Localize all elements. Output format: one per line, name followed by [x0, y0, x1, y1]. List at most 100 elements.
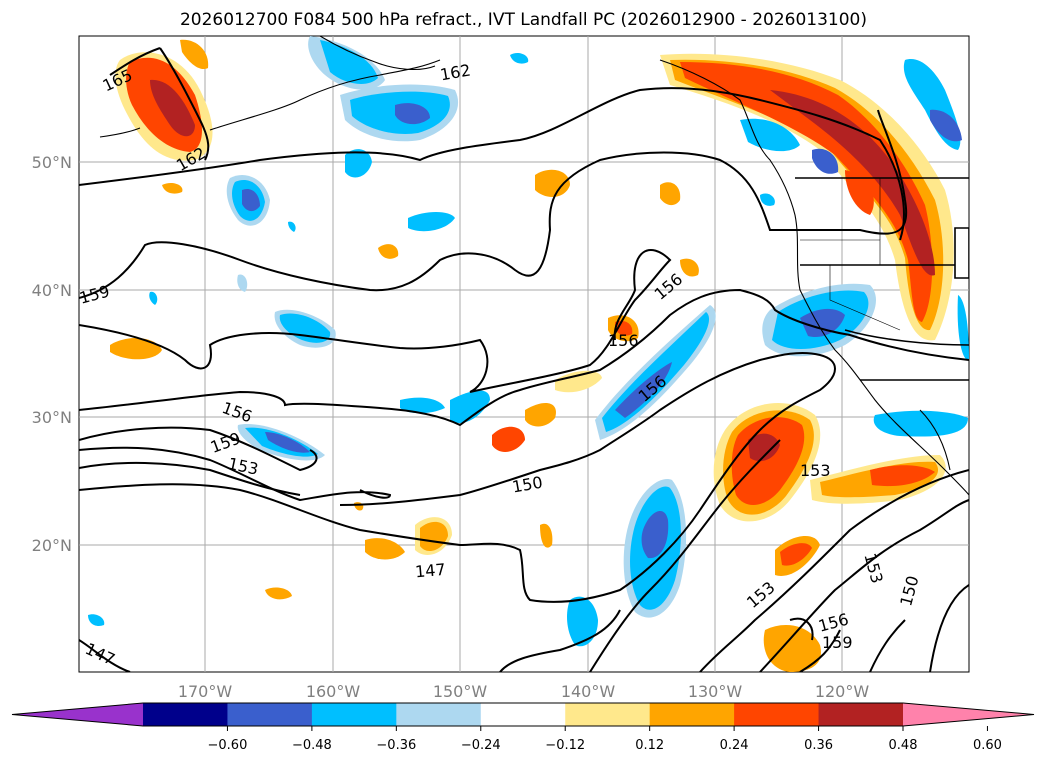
colorbar-tick-label: 0.48 — [889, 738, 918, 753]
negative-anomaly-region — [400, 397, 445, 414]
colorbar-segment — [649, 703, 735, 726]
negative-anomaly-region — [567, 596, 598, 647]
colorbar-ticks: −0.60 −0.48 −0.36 −0.24 −0.12 0.12 0.24 0.36 0.4… — [208, 726, 1002, 753]
contour-line — [589, 439, 781, 672]
negative-anomaly-region — [88, 614, 105, 626]
positive-anomaly-region — [150, 79, 195, 137]
contour-line — [79, 426, 318, 472]
positive-anomaly-region — [110, 338, 162, 360]
contour-line — [79, 109, 908, 299]
negative-anomaly-region — [242, 188, 260, 212]
negative-anomaly-region — [930, 109, 962, 142]
contour-line — [109, 47, 161, 76]
negative-anomaly-region — [812, 148, 839, 174]
positive-anomaly-region — [748, 433, 780, 462]
contour-label: 153 — [800, 461, 831, 480]
lat-label: 50°N — [32, 153, 72, 172]
contour-line — [159, 47, 210, 161]
negative-anomaly-region — [408, 212, 455, 232]
lon-label: 120°W — [815, 682, 870, 701]
colorbar-tick-label: −0.60 — [208, 738, 248, 753]
contour-line — [79, 249, 672, 393]
contour-line — [79, 87, 905, 241]
contour-label: 159 — [822, 633, 853, 652]
positive-anomaly-region — [660, 182, 681, 206]
colorbar-tick-label: −0.12 — [545, 738, 585, 753]
positive-anomaly-region — [525, 403, 556, 427]
positive-anomaly-region — [265, 587, 292, 600]
colorbar-tick-label: 0.36 — [804, 738, 833, 753]
positive-anomaly-region — [680, 258, 699, 277]
negative-anomaly-region — [641, 510, 669, 559]
political-borders — [795, 177, 969, 381]
positive-anomaly-region — [180, 39, 209, 70]
positive-anomaly-region — [162, 182, 183, 194]
negative-anomaly-region — [149, 291, 158, 305]
state-borders — [800, 178, 901, 331]
colorbar-segment — [818, 703, 904, 726]
negative-anomaly-region — [345, 149, 372, 178]
chart-title: 2026012700 F084 500 hPa refract., IVT La… — [179, 10, 867, 30]
contour-line — [79, 639, 131, 672]
positive-anomaly-region — [780, 543, 812, 566]
latitude-labels: 50°N 40°N 30°N 20°N — [32, 153, 72, 555]
colorbar-tick-label: −0.36 — [376, 738, 416, 753]
contour-label: 147 — [414, 560, 446, 582]
longitude-labels: 170°W 160°W 150°W 140°W 130°W 120°W — [178, 682, 870, 701]
negative-anomaly-region — [450, 390, 490, 424]
refractivity-anomaly-fill — [88, 36, 969, 672]
contour-line — [79, 446, 392, 502]
positive-anomaly-region — [535, 169, 570, 197]
lon-label: 130°W — [688, 682, 743, 701]
positive-anomaly-region — [540, 523, 553, 548]
colorbar-segment — [480, 703, 566, 726]
negative-anomaly-region — [265, 432, 310, 453]
contour-line — [869, 619, 906, 672]
positive-anomaly-region — [492, 426, 525, 452]
contour-line — [499, 609, 621, 672]
coastlines — [99, 36, 969, 496]
positive-anomaly-region — [365, 538, 405, 560]
negative-anomaly-region — [279, 313, 331, 343]
colorbar-tick-label: 0.60 — [973, 738, 1002, 753]
lat-label: 20°N — [32, 536, 72, 555]
colorbar-segment — [311, 703, 397, 726]
negative-anomaly-region — [760, 193, 775, 206]
colorbar — [11, 702, 1035, 727]
negative-anomaly-region — [237, 274, 248, 292]
geopotential-contours — [79, 47, 969, 672]
contour-line — [929, 584, 969, 672]
colorbar-segment — [734, 703, 820, 726]
contour-label: 156 — [608, 331, 639, 350]
lat-label: 30°N — [32, 408, 72, 427]
colorbar-segment — [396, 703, 482, 726]
negative-anomaly-region — [957, 295, 969, 361]
negative-anomaly-region — [288, 221, 296, 232]
positive-anomaly-region — [670, 59, 944, 331]
positive-anomaly-region — [845, 170, 874, 215]
colorbar-tick-label: 0.24 — [720, 738, 749, 753]
contour-line — [79, 288, 969, 427]
lon-label: 140°W — [561, 682, 616, 701]
contour-line — [79, 461, 301, 496]
positive-anomaly-region — [680, 62, 933, 322]
contour-line — [759, 499, 969, 672]
contour-line — [79, 351, 836, 603]
negative-anomaly-region — [395, 103, 430, 125]
colorbar-outline — [11, 702, 1035, 727]
contour-line — [789, 617, 814, 641]
negative-anomaly-region — [800, 308, 845, 338]
positive-anomaly-region — [870, 465, 935, 487]
positive-anomaly-region — [378, 244, 399, 259]
lon-label: 150°W — [433, 682, 488, 701]
lon-label: 170°W — [178, 682, 233, 701]
contour-line — [799, 629, 841, 672]
negative-anomaly-region — [320, 40, 378, 84]
colorbar-segment — [143, 703, 228, 726]
positive-anomaly-region — [420, 521, 448, 552]
negative-anomaly-region — [510, 52, 529, 64]
colorbar-segment — [227, 703, 313, 726]
contour-line — [699, 469, 969, 672]
colorbar-tick-label: −0.24 — [461, 738, 501, 753]
